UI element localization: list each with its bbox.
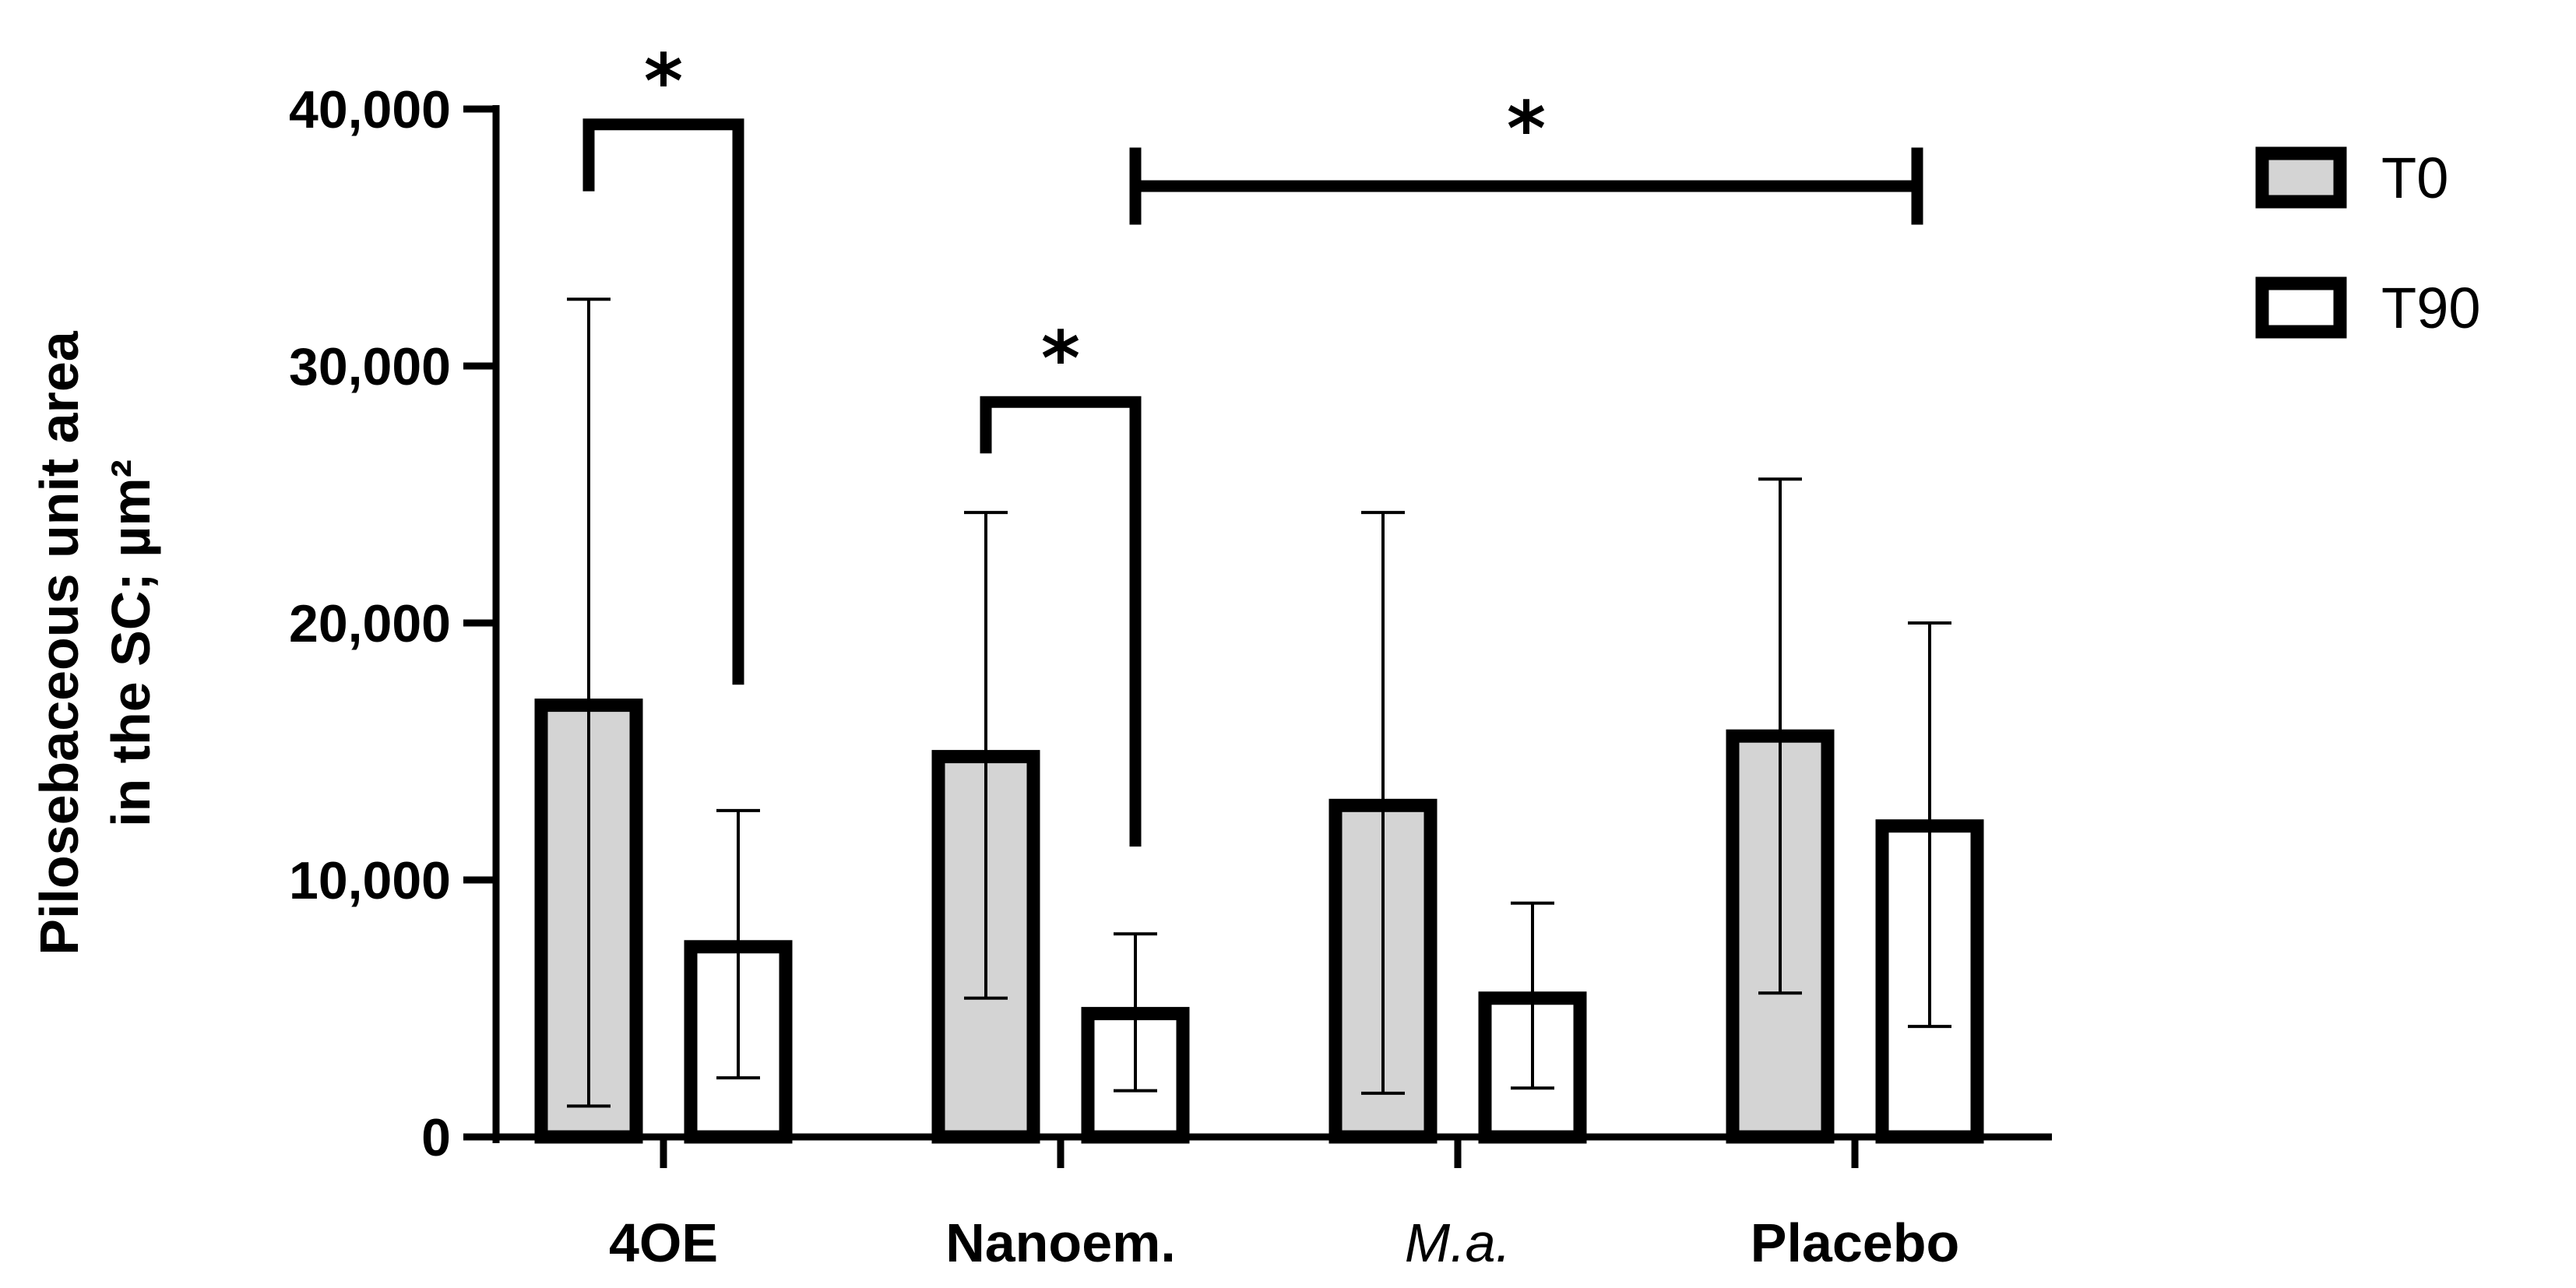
significance-star: *: [644, 38, 683, 125]
axes-layer: 0 10,000 20,000 30,000 40,000 4OE Nanoem. M.a. P…: [289, 80, 2052, 1273]
x-tick-label: 4OE: [609, 1212, 718, 1273]
legend-label-t0: T0: [2381, 146, 2448, 210]
x-tick-label: Nanoem.: [945, 1212, 1176, 1273]
y-axis-label-line2: in the SC; µm²: [100, 459, 161, 827]
y-axis-label: Pilosebaceous unit area in the SC; µm²: [29, 330, 161, 955]
significance-star: *: [1507, 86, 1546, 173]
y-tick-label: 0: [421, 1108, 451, 1167]
error-bars-layer: [567, 297, 1951, 1108]
legend-swatch-t0: [2255, 146, 2347, 209]
x-tick-label: M.a.: [1405, 1212, 1511, 1273]
legend-swatch-t90: [2255, 276, 2347, 339]
y-tick-label: 20,000: [289, 594, 451, 653]
significance-bracket-2: [980, 396, 1142, 847]
legend-label-t90: T90: [2381, 276, 2481, 340]
y-tick-label: 30,000: [289, 337, 451, 396]
y-tick-label: 40,000: [289, 80, 451, 139]
x-tick-label: Placebo: [1751, 1212, 1959, 1273]
significance-star: *: [1041, 315, 1080, 403]
legend: T0 T90: [2255, 146, 2481, 340]
significance-layer: * * *: [582, 38, 1923, 847]
y-axis-label-line1: Pilosebaceous unit area: [29, 330, 90, 955]
significance-bracket-1: [582, 118, 744, 685]
bars-layer: [534, 699, 1984, 1144]
y-tick-label: 10,000: [289, 851, 451, 910]
